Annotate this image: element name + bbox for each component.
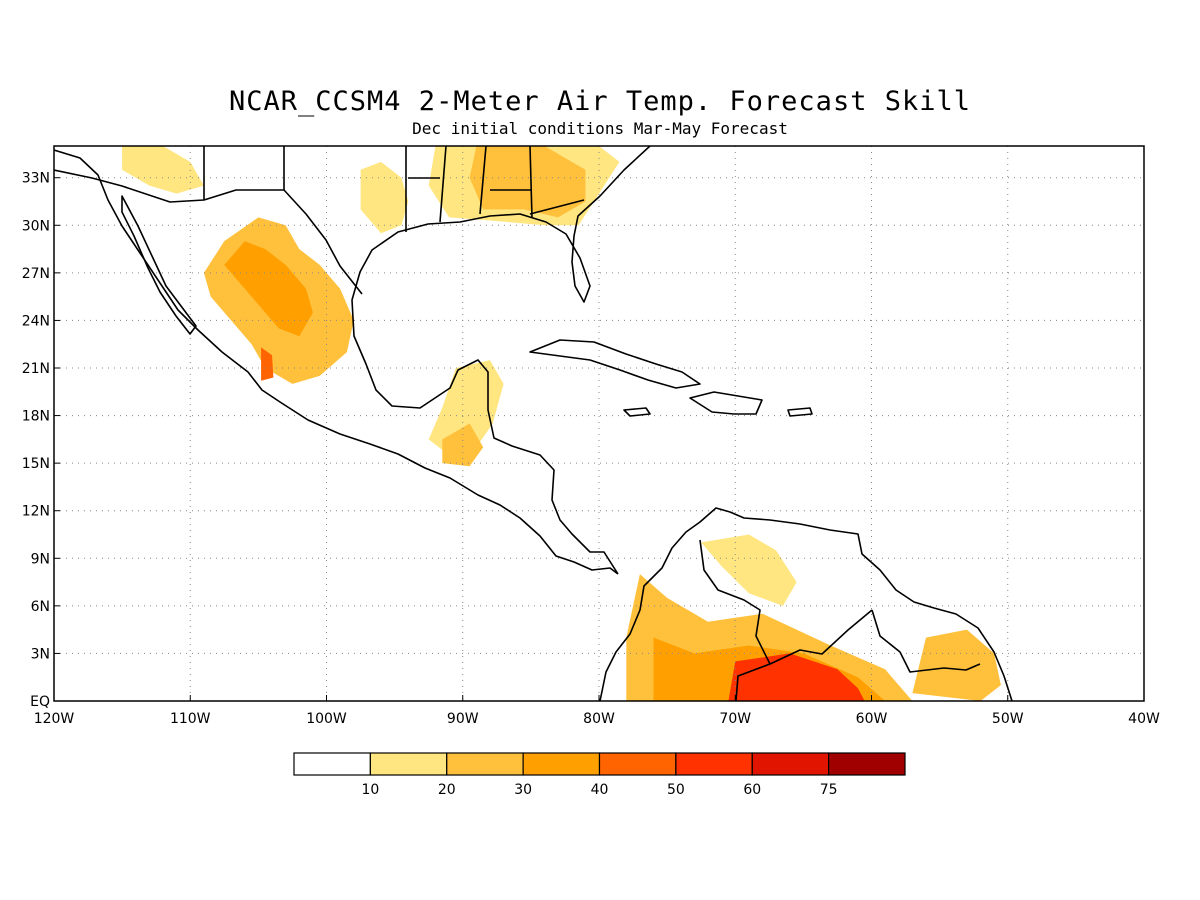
border-us-mexico: [54, 169, 363, 295]
colorbar-swatch: [522, 752, 601, 776]
skill-area-texas-west: [122, 146, 204, 194]
coastline-cuba: [529, 339, 701, 389]
colorbar-legend: 10 20 30 40 50 60 75: [293, 752, 906, 798]
skill-area-texas-plains: [360, 161, 409, 234]
lat-tick-label: 33N: [22, 171, 50, 187]
colorbar-swatch: [293, 752, 371, 776]
lon-tick-label: 110W: [170, 711, 211, 727]
coastline-south-america: [599, 507, 1013, 701]
lon-tick-label: 80W: [583, 711, 615, 727]
coastlines: [54, 146, 1013, 701]
colorbar-swatch: [751, 752, 830, 776]
coastline-north-central-america: [54, 146, 651, 575]
lat-tick-label: 9N: [31, 551, 50, 567]
coastline-hispaniola: [689, 391, 763, 415]
colorbar-label: 20: [438, 782, 456, 798]
lat-tick-label: 15N: [22, 456, 50, 472]
coastline-baja: [121, 195, 197, 335]
skill-area-venezuela: [701, 534, 797, 606]
gridlines: [54, 146, 1144, 701]
lat-tick-label: 27N: [22, 266, 50, 282]
skill-area-mexico-plateau-core: [224, 241, 313, 337]
lat-tick-label: 6N: [31, 599, 50, 615]
lon-tick-label: 40W: [1128, 711, 1160, 727]
colorbar-label: 30: [514, 782, 532, 798]
border-venezuela-colombia: [699, 539, 771, 665]
colorbar-label: 10: [361, 782, 379, 798]
coastline-jamaica: [623, 407, 651, 417]
lat-tick-label: EQ: [30, 694, 50, 710]
lon-tick-label: 90W: [447, 711, 479, 727]
lat-tick-label: 21N: [22, 361, 50, 377]
map-frame: [53, 145, 1145, 702]
coastline-puerto-rico: [787, 407, 813, 417]
colorbar-label: 50: [667, 782, 685, 798]
chart-subtitle: Dec initial conditions Mar-May Forecast: [412, 119, 788, 138]
colorbar-label: 75: [820, 782, 838, 798]
colorbar-label: 60: [743, 782, 761, 798]
lat-tick-label: 18N: [22, 409, 50, 425]
colorbar-swatch: [675, 752, 753, 776]
lat-tick-label: 12N: [22, 504, 50, 520]
skill-area-mexico-west-hotspot: [261, 347, 274, 381]
chart-title: NCAR_CCSM4 2-Meter Air Temp. Forecast Sk…: [229, 86, 971, 117]
border-us-states: [203, 146, 585, 232]
colorbar-swatch: [369, 752, 448, 776]
lat-tick-label: 30N: [22, 218, 50, 234]
lon-tick-label: 100W: [306, 711, 347, 727]
colorbar-swatch: [828, 752, 906, 776]
lat-tick-label: 3N: [31, 646, 50, 662]
border-brazil-north: [735, 609, 873, 701]
skill-area-guianas: [912, 629, 1001, 701]
axis-ticks: 120W 110W 100W 90W 80W 70W 60W 50W 40W EQ 3N 6N 9N 12…: [22, 171, 1160, 727]
lon-tick-label: 60W: [856, 711, 888, 727]
lat-tick-label: 24N: [22, 313, 50, 329]
colorbar-swatch: [446, 752, 524, 776]
colorbar-swatch: [598, 752, 677, 776]
lon-tick-label: 50W: [992, 711, 1024, 727]
lon-tick-label: 70W: [719, 711, 751, 727]
skill-area-amazon-hotspot: [728, 653, 865, 701]
lon-tick-label: 120W: [34, 711, 75, 727]
skill-area-yucatan: [428, 360, 504, 456]
skill-shading-layer: [122, 146, 1001, 701]
colorbar-label: 40: [591, 782, 609, 798]
skill-area-central-america: [442, 423, 484, 467]
border-guianas: [871, 609, 981, 673]
skill-area-southeast-us: [469, 146, 586, 218]
